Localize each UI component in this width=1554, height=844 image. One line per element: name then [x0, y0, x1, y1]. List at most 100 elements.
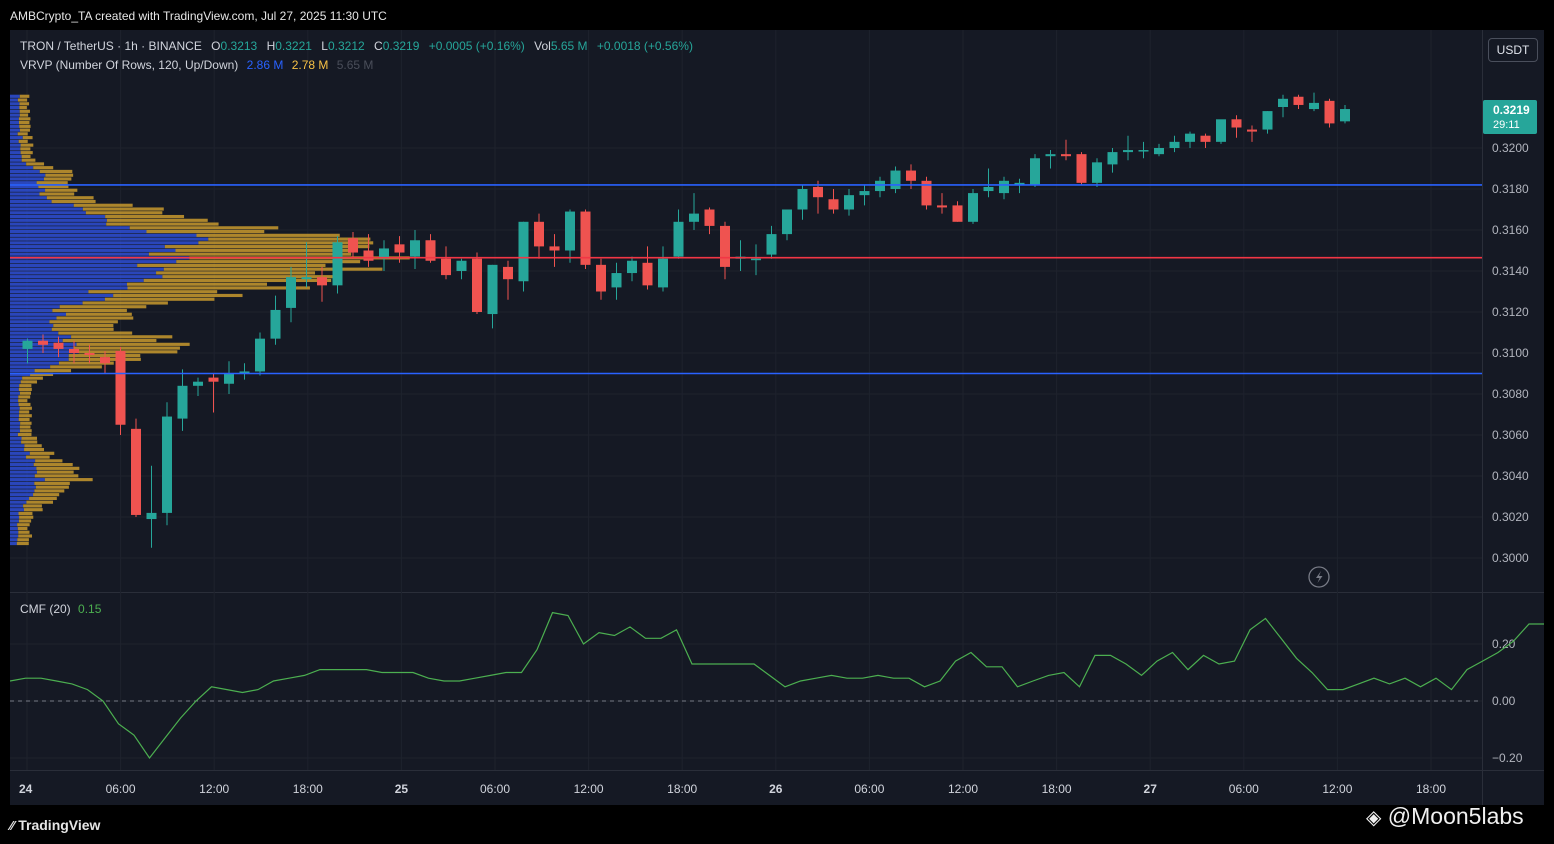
volume-profile-up-bar [10, 447, 25, 452]
volume-profile-up-bar [10, 199, 52, 204]
volume-profile-down-bar [34, 474, 79, 478]
candle-body [906, 170, 916, 181]
volume-profile-down-bar [176, 260, 361, 264]
candle-body [937, 205, 947, 208]
cmf-tick-label: 0.20 [1492, 637, 1516, 651]
candle-body [1014, 182, 1025, 185]
candle-body [720, 225, 730, 267]
candle-body [983, 186, 994, 192]
volume-profile-up-bar [10, 414, 19, 418]
volume-profile-down-bar [18, 511, 33, 516]
volume-profile-down-bar [85, 211, 163, 215]
volume-profile-up-bar [10, 105, 20, 110]
volume-profile-down-bar [39, 192, 75, 196]
volume-profile-up-bar [10, 124, 20, 128]
volume-profile-up-bar [10, 241, 199, 245]
volume-profile-down-bar [51, 327, 114, 331]
vrvp-down-volume: 2.78 M [291, 58, 329, 72]
volume-profile-down-bar [198, 241, 374, 245]
volume-profile-up-bar [10, 478, 45, 482]
volume-profile-down-bar [104, 297, 215, 301]
volume-profile-down-bar [19, 128, 30, 132]
candle-body [1231, 119, 1242, 128]
tradingview-logo[interactable]: ⁄⁄ TradingView [10, 817, 100, 833]
volume-profile-down-bar [156, 271, 316, 275]
volume-profile-up-bar [10, 222, 107, 226]
volume-profile-up-bar [10, 338, 63, 343]
candle-body [1324, 100, 1335, 124]
vrvp-label[interactable]: VRVP (Number Of Rows, 120, Up/Down) [20, 58, 239, 72]
volume-profile-down-bar [18, 402, 31, 407]
candle-body [410, 240, 420, 257]
currency-button[interactable]: USDT [1488, 38, 1538, 62]
volume-profile-down-bar [26, 500, 54, 504]
volume-profile-up-bar [10, 323, 54, 328]
volume-profile-down-bar [106, 218, 208, 222]
time-tick-label: 06:00 [106, 782, 136, 796]
diamond-icon: ◈ [1366, 807, 1382, 829]
volume-profile-up-bar [10, 162, 27, 166]
volume-profile-down-bar [196, 233, 340, 237]
volume-profile-up-bar [10, 523, 18, 527]
close-value: 0.3219 [382, 39, 420, 53]
candle-body [968, 193, 978, 222]
volume-profile-up-bar [10, 196, 47, 200]
volume-profile-up-bar [10, 384, 20, 388]
chart-area[interactable]: 0.3200 0.3180 0.3160 0.3140 0.3120 0.3100 0.30… [10, 30, 1544, 805]
volume-profile-up-bar [10, 282, 127, 286]
symbol-name[interactable]: TRON / TetherUS · 1h · BINANCE [20, 39, 202, 53]
volume-profile-up-bar [10, 350, 79, 354]
cmf-line [10, 611, 1544, 760]
price-tick-label: 0.3180 [1492, 182, 1529, 196]
time-tick-label: 25 [395, 782, 409, 796]
volume-profile-down-bar [82, 301, 168, 305]
volume-profile-down-bar [88, 290, 218, 294]
last-price-value: 0.3219 [1493, 103, 1530, 117]
volume-profile-up-bar [10, 395, 19, 399]
time-tick-label: 06:00 [1229, 782, 1259, 796]
volume-profile-up-bar [10, 538, 18, 542]
volume-profile-down-bar [36, 470, 74, 474]
candle-body [425, 240, 436, 261]
volume-profile-up-bar [10, 147, 21, 151]
volume-profile-up-bar [10, 128, 20, 132]
volume-profile-down-bar [43, 177, 72, 181]
volume-profile-up-bar [10, 312, 67, 316]
volume-profile-down-bar [163, 267, 383, 271]
watermark-text: @Moon5labs [1387, 803, 1524, 829]
volume-profile-up-bar [10, 301, 83, 305]
volume-profile-up-bar [10, 117, 19, 121]
volume-profile-down-bar [18, 417, 30, 422]
volume-profile-down-bar [105, 214, 185, 219]
volume-profile-up-bar [10, 237, 209, 241]
volume-profile-up-bar [10, 271, 157, 275]
candle-body [890, 170, 901, 189]
volume-profile-down-bar [26, 455, 50, 459]
volume-profile-up-bar [10, 207, 83, 211]
candle-body [952, 205, 963, 222]
volume-profile-up-bar [10, 154, 22, 158]
volume-profile-up-bar [10, 511, 19, 516]
volume-profile-up-bar [10, 218, 107, 222]
candle-body [1262, 111, 1273, 130]
candle-body [999, 180, 1009, 194]
candle-body [177, 385, 188, 419]
candle-body [518, 221, 529, 282]
volume-label: Vol [534, 39, 551, 53]
time-tick-label: 18:00 [293, 782, 323, 796]
volume-profile-up-bar [10, 132, 18, 136]
candle-body [224, 373, 234, 384]
cmf-label[interactable]: CMF (20) [20, 602, 71, 616]
volume-profile-up-bar [10, 335, 72, 339]
candle-body [534, 221, 544, 247]
price-tick-label: 0.3140 [1492, 264, 1529, 278]
volume-profile-down-bar [17, 538, 29, 542]
chart-canvas[interactable]: 0.3200 0.3180 0.3160 0.3140 0.3120 0.3100 0.30… [10, 30, 1544, 805]
candle-body [1061, 154, 1071, 157]
volume-profile-down-bar [18, 519, 32, 523]
volume-profile-up-bar [10, 245, 165, 249]
volume-profile-up-bar [10, 166, 34, 170]
volume-profile-up-bar [10, 421, 21, 425]
volume-profile-up-bar [10, 102, 20, 106]
candle-body [131, 428, 141, 515]
